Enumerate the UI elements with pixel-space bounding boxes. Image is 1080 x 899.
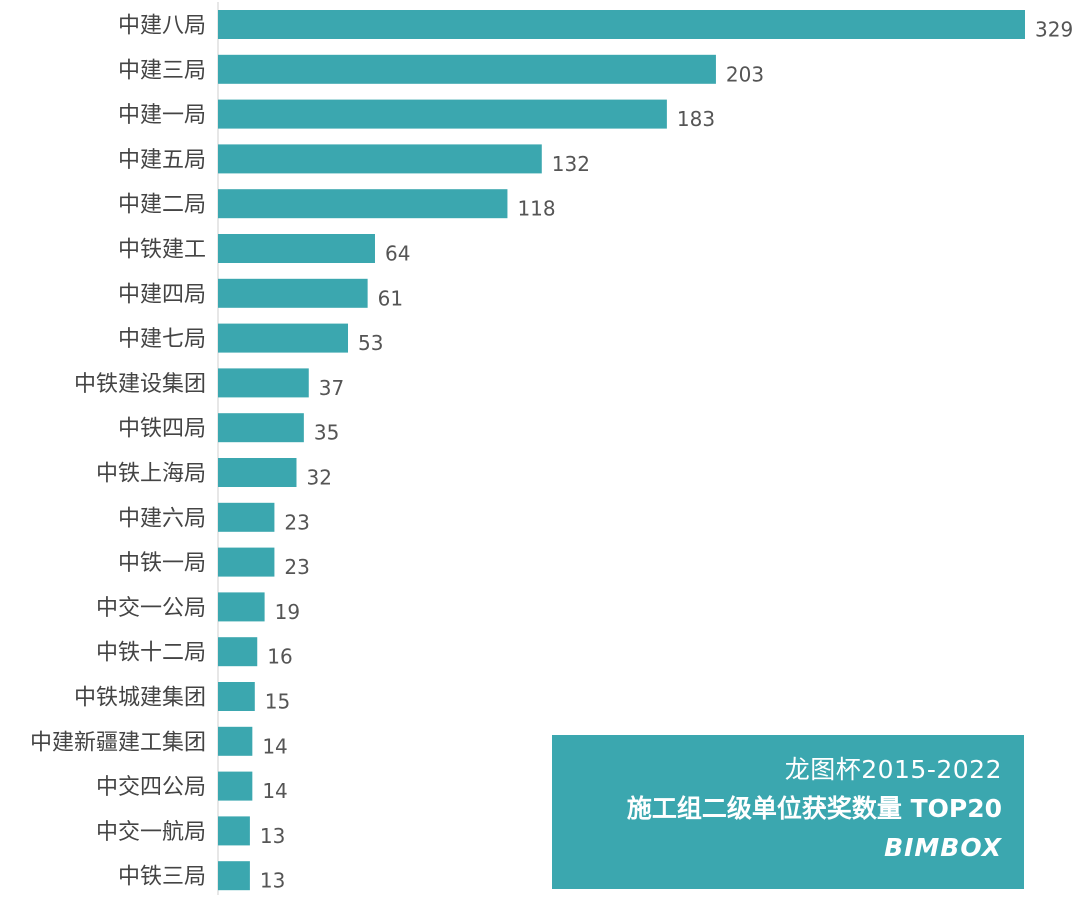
bar-3	[218, 99, 667, 129]
bar-5	[218, 189, 508, 219]
value-label-19: 13	[260, 824, 285, 848]
category-label-9: 中铁建设集团	[74, 372, 206, 397]
caption-year-range: 龙图杯2015-2022	[784, 755, 1002, 784]
category-label-11: 中铁上海局	[96, 462, 206, 487]
value-label-11: 32	[306, 466, 331, 490]
bar-10	[218, 413, 304, 443]
bar-20	[218, 861, 250, 891]
value-label-12: 23	[284, 510, 309, 534]
bar-17	[218, 726, 253, 756]
bar-19	[218, 816, 250, 846]
value-label-6: 64	[385, 242, 410, 266]
value-label-5: 118	[517, 197, 555, 221]
bar-6	[218, 234, 375, 263]
value-label-17: 14	[262, 734, 287, 758]
value-label-7: 61	[378, 286, 403, 310]
category-label-18: 中交四公局	[96, 775, 206, 800]
value-label-15: 16	[267, 645, 292, 669]
bar-8	[218, 323, 349, 353]
bar-11	[218, 458, 297, 487]
value-label-13: 23	[284, 555, 309, 579]
value-label-1: 329	[1035, 18, 1073, 42]
category-label-19: 中交一航局	[96, 820, 206, 845]
bar-7	[218, 278, 368, 308]
category-label-13: 中铁一局	[118, 551, 206, 576]
category-label-15: 中铁十二局	[96, 641, 206, 666]
value-label-8: 53	[358, 331, 383, 355]
value-label-10: 35	[314, 421, 339, 445]
bar-13	[218, 547, 275, 577]
bar-16	[218, 682, 255, 711]
value-label-2: 203	[726, 62, 764, 86]
value-label-9: 37	[319, 376, 344, 400]
category-label-20: 中铁三局	[118, 865, 206, 890]
value-label-4: 132	[552, 152, 590, 176]
bar-1	[218, 10, 1025, 39]
category-labels-group: 中建八局中建三局中建一局中建五局中建二局中铁建工中建四局中建七局中铁建设集团中铁…	[30, 14, 206, 890]
bar-2	[218, 54, 716, 84]
bars-group	[218, 10, 1025, 891]
category-label-6: 中铁建工	[118, 238, 206, 263]
category-label-4: 中建五局	[118, 148, 206, 173]
category-label-2: 中建三局	[118, 58, 206, 83]
bar-4	[218, 144, 542, 174]
category-label-17: 中建新疆建工集团	[30, 730, 206, 755]
category-label-5: 中建二局	[118, 193, 206, 218]
bar-9	[218, 368, 309, 398]
bar-12	[218, 502, 275, 532]
value-label-20: 13	[260, 869, 285, 893]
value-label-16: 15	[265, 690, 290, 714]
value-label-14: 19	[275, 600, 300, 624]
brand-logo-text: BIMBOX	[884, 833, 1002, 862]
category-label-3: 中建一局	[118, 103, 206, 128]
bar-18	[218, 771, 253, 801]
category-label-7: 中建四局	[118, 282, 206, 307]
caption-title: 施工组二级单位获奖数量 TOP20	[626, 794, 1002, 823]
value-label-3: 183	[677, 107, 715, 131]
bar-14	[218, 592, 265, 622]
value-label-18: 14	[262, 779, 287, 803]
category-label-14: 中交一公局	[96, 596, 206, 621]
category-label-12: 中建六局	[118, 506, 206, 531]
bar-15	[218, 637, 258, 667]
category-label-10: 中铁四局	[118, 417, 206, 442]
category-label-1: 中建八局	[118, 14, 206, 39]
chart-caption-box: 龙图杯2015-2022 施工组二级单位获奖数量 TOP20 BIMBOX	[552, 735, 1024, 889]
category-label-16: 中铁城建集团	[74, 686, 206, 711]
value-labels-group: 329 203 183 132 118 64 61 53 37 35 32 23 23 19 16 15 14 1…	[260, 18, 1073, 893]
category-label-8: 中建七局	[118, 327, 206, 352]
